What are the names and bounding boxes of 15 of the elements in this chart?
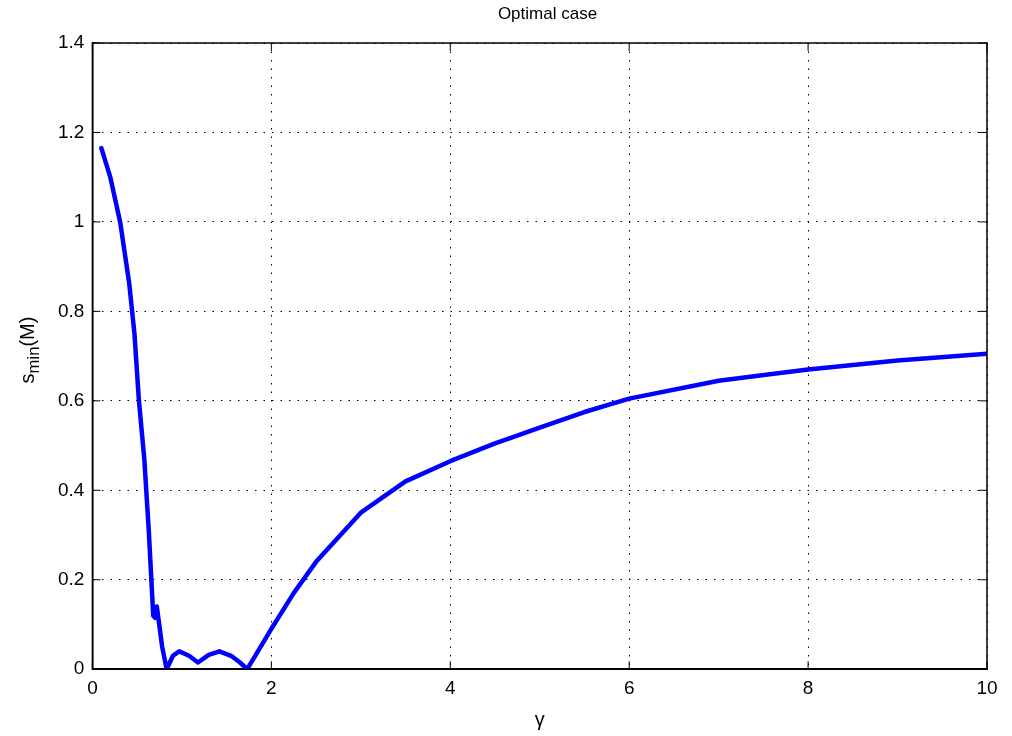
x-tick-label: 8 xyxy=(802,676,814,698)
chart-title: Optimal case xyxy=(496,4,599,24)
y-tick-label: 0.6 xyxy=(57,389,85,411)
x-tick-label: 2 xyxy=(266,676,277,698)
y-tick-label: 0.2 xyxy=(57,567,85,589)
y-tick-label: 1.2 xyxy=(57,120,85,142)
x-tick-label: 6 xyxy=(623,676,635,698)
y-tick-label: 1.4 xyxy=(57,31,85,53)
y-tick-label: 0.4 xyxy=(57,478,85,500)
y-tick-label: 0.8 xyxy=(57,299,85,321)
y-tick-label: 0 xyxy=(73,657,85,679)
x-axis-title: γ xyxy=(534,707,545,730)
y-tick-label: 1 xyxy=(73,210,85,232)
x-tick-label: 10 xyxy=(976,676,998,698)
x-tick-label: 4 xyxy=(444,676,456,698)
